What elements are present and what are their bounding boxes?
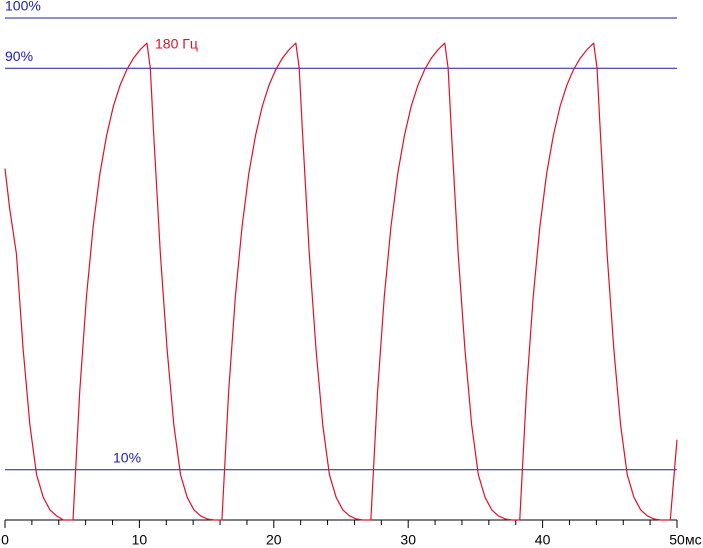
- x-tick-label: 50: [669, 532, 685, 548]
- x-tick-label: 0: [1, 532, 9, 548]
- x-tick-label: 10: [132, 532, 148, 548]
- y-tick-label: 90%: [5, 48, 33, 64]
- annotation: 180 Гц: [155, 36, 198, 52]
- x-tick-label: 30: [400, 532, 416, 548]
- x-tick-label: 20: [266, 532, 282, 548]
- y-tick-label: 100%: [5, 0, 41, 14]
- x-unit: мс: [685, 532, 702, 548]
- series-line: [4, 42, 678, 521]
- y-tick-label: 10%: [113, 450, 141, 466]
- x-tick-label: 40: [535, 532, 551, 548]
